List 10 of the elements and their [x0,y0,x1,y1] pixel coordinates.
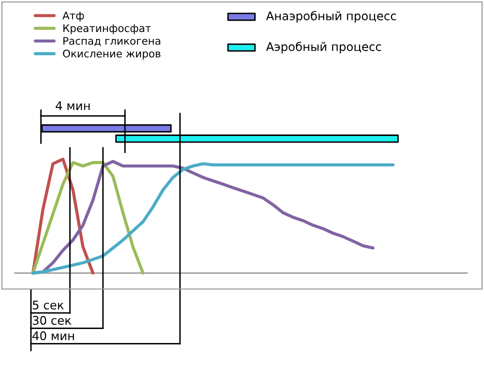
text: Анаэробный процесс [266,10,396,23]
text: 40 мин [32,331,74,340]
legend-label: Окисление жиров [62,50,160,60]
text: 4 мин [56,101,90,110]
text: Аэробный процесс [266,42,382,54]
text: 5 сек [32,300,64,310]
legend-label: Атф [62,12,84,22]
legend-label: Распад гликогена [63,37,160,46]
text: 30 сек [32,316,72,325]
legend-label: Креатинфосфат [63,24,151,34]
